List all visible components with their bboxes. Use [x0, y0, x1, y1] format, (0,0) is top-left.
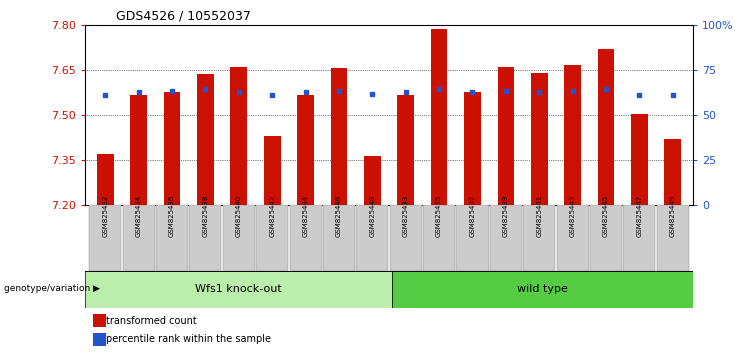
FancyBboxPatch shape — [623, 205, 656, 271]
Text: GSM825449: GSM825449 — [670, 194, 676, 237]
Text: wild type: wild type — [517, 284, 568, 295]
Bar — [631, 114, 648, 205]
Bar — [364, 156, 381, 205]
Text: genotype/variation ▶: genotype/variation ▶ — [4, 284, 100, 293]
FancyBboxPatch shape — [290, 205, 322, 271]
Bar — [164, 92, 180, 205]
FancyBboxPatch shape — [556, 205, 588, 271]
Text: GSM825441: GSM825441 — [536, 194, 542, 237]
Text: GSM825439: GSM825439 — [503, 194, 509, 237]
Bar — [93, 314, 106, 327]
Bar — [565, 65, 581, 205]
Text: GSM825435: GSM825435 — [436, 194, 442, 237]
FancyBboxPatch shape — [89, 205, 122, 271]
Text: GSM825440: GSM825440 — [236, 194, 242, 237]
Text: GSM825443: GSM825443 — [570, 194, 576, 237]
FancyBboxPatch shape — [356, 205, 388, 271]
FancyBboxPatch shape — [523, 205, 555, 271]
Bar — [397, 96, 414, 205]
Text: GDS4526 / 10552037: GDS4526 / 10552037 — [116, 9, 250, 22]
FancyBboxPatch shape — [590, 205, 622, 271]
Text: GSM825445: GSM825445 — [603, 195, 609, 237]
Text: GSM825438: GSM825438 — [202, 194, 208, 237]
Bar — [431, 29, 448, 205]
Bar — [93, 333, 106, 346]
Text: Wfs1 knock-out: Wfs1 knock-out — [196, 284, 282, 295]
FancyBboxPatch shape — [190, 205, 222, 271]
FancyBboxPatch shape — [657, 205, 689, 271]
FancyBboxPatch shape — [490, 205, 522, 271]
Text: GSM825444: GSM825444 — [302, 195, 308, 237]
Text: transformed count: transformed count — [105, 316, 196, 326]
Bar — [464, 92, 481, 205]
Bar — [264, 136, 281, 205]
FancyBboxPatch shape — [423, 205, 455, 271]
Text: GSM825436: GSM825436 — [169, 194, 175, 237]
Bar — [130, 96, 147, 205]
FancyBboxPatch shape — [456, 205, 488, 271]
Bar — [85, 271, 393, 308]
FancyBboxPatch shape — [256, 205, 288, 271]
Text: GSM825432: GSM825432 — [102, 194, 108, 237]
Text: GSM825434: GSM825434 — [136, 194, 142, 237]
Text: GSM825448: GSM825448 — [369, 194, 376, 237]
FancyBboxPatch shape — [122, 205, 155, 271]
Bar — [665, 139, 681, 205]
FancyBboxPatch shape — [223, 205, 255, 271]
Text: GSM825447: GSM825447 — [637, 194, 642, 237]
Bar — [531, 73, 548, 205]
Bar — [497, 67, 514, 205]
Bar — [97, 154, 113, 205]
FancyBboxPatch shape — [323, 205, 355, 271]
Text: percentile rank within the sample: percentile rank within the sample — [105, 334, 270, 344]
Text: GSM825446: GSM825446 — [336, 194, 342, 237]
FancyBboxPatch shape — [390, 205, 422, 271]
Bar — [197, 74, 213, 205]
Bar — [598, 49, 614, 205]
Bar — [230, 67, 247, 205]
Text: GSM825442: GSM825442 — [269, 195, 275, 237]
Text: GSM825437: GSM825437 — [470, 194, 476, 237]
Text: GSM825433: GSM825433 — [402, 194, 409, 237]
Bar — [297, 96, 314, 205]
Bar — [330, 68, 348, 205]
Bar — [393, 271, 693, 308]
FancyBboxPatch shape — [156, 205, 188, 271]
